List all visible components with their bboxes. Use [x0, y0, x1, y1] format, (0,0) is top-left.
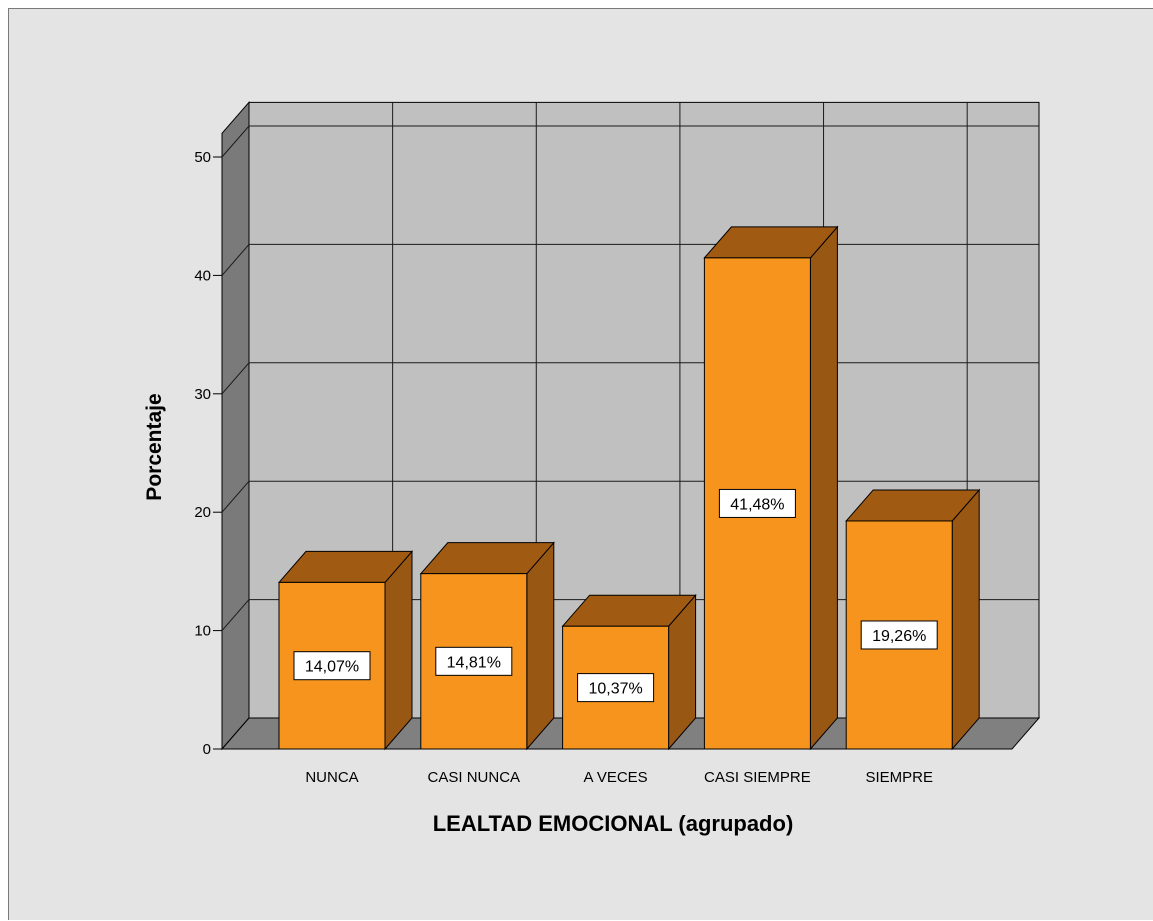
x-tick-label: SIEMPRE [865, 769, 933, 786]
data-label: 19,26% [872, 628, 926, 645]
y-axis: 0 10 20 30 40 50 [194, 149, 222, 758]
gridline-side [221, 125, 250, 158]
chart-frame: 0 10 20 30 40 50 14,07% 14,81% 10,37% 41,48% 19,2… [8, 8, 1153, 920]
x-axis-title: LEALTAD EMOCIONAL (agrupado) [433, 811, 794, 836]
data-labels: 14,07% 14,81% 10,37% 41,48% 19,26% [293, 488, 938, 703]
bar-side [809, 225, 838, 751]
gridline-side [221, 480, 250, 513]
data-label-box [293, 651, 371, 681]
side-wall [221, 100, 250, 751]
x-tick-label: CASI SIEMPRE [704, 769, 811, 786]
bar-side [526, 541, 555, 751]
gridline-side [221, 599, 250, 631]
y-axis-title: Porcentaje [143, 393, 166, 500]
data-label-box [860, 620, 938, 650]
bar-side [951, 488, 980, 751]
x-tick-label: CASI NUNCA [428, 769, 521, 786]
x-tick-label: NUNCA [305, 769, 358, 786]
data-label: 14,07% [305, 659, 359, 676]
data-label: 10,37% [588, 681, 642, 698]
data-label: 14,81% [447, 654, 501, 671]
y-tick-label: 0 [203, 741, 211, 758]
data-label-box [435, 646, 513, 676]
x-axis: NUNCA CASI NUNCA A VECES CASI SIEMPRE SIEMPR… [305, 769, 933, 786]
data-label-box [718, 488, 796, 518]
bar-side [384, 550, 413, 751]
data-label: 41,48% [730, 496, 784, 513]
y-tick-label: 40 [194, 267, 211, 284]
gridline-side [221, 244, 250, 276]
y-tick-label: 30 [194, 386, 211, 403]
y-tick-label: 50 [194, 149, 211, 166]
y-tick-label: 10 [194, 623, 211, 640]
data-label-box [577, 673, 655, 703]
bar-chart: 0 10 20 30 40 50 14,07% 14,81% 10,37% 41,48% 19,2… [143, 100, 1041, 836]
y-tick-label: 20 [194, 504, 211, 521]
gridline-side [221, 362, 250, 395]
x-tick-label: A VECES [583, 769, 647, 786]
